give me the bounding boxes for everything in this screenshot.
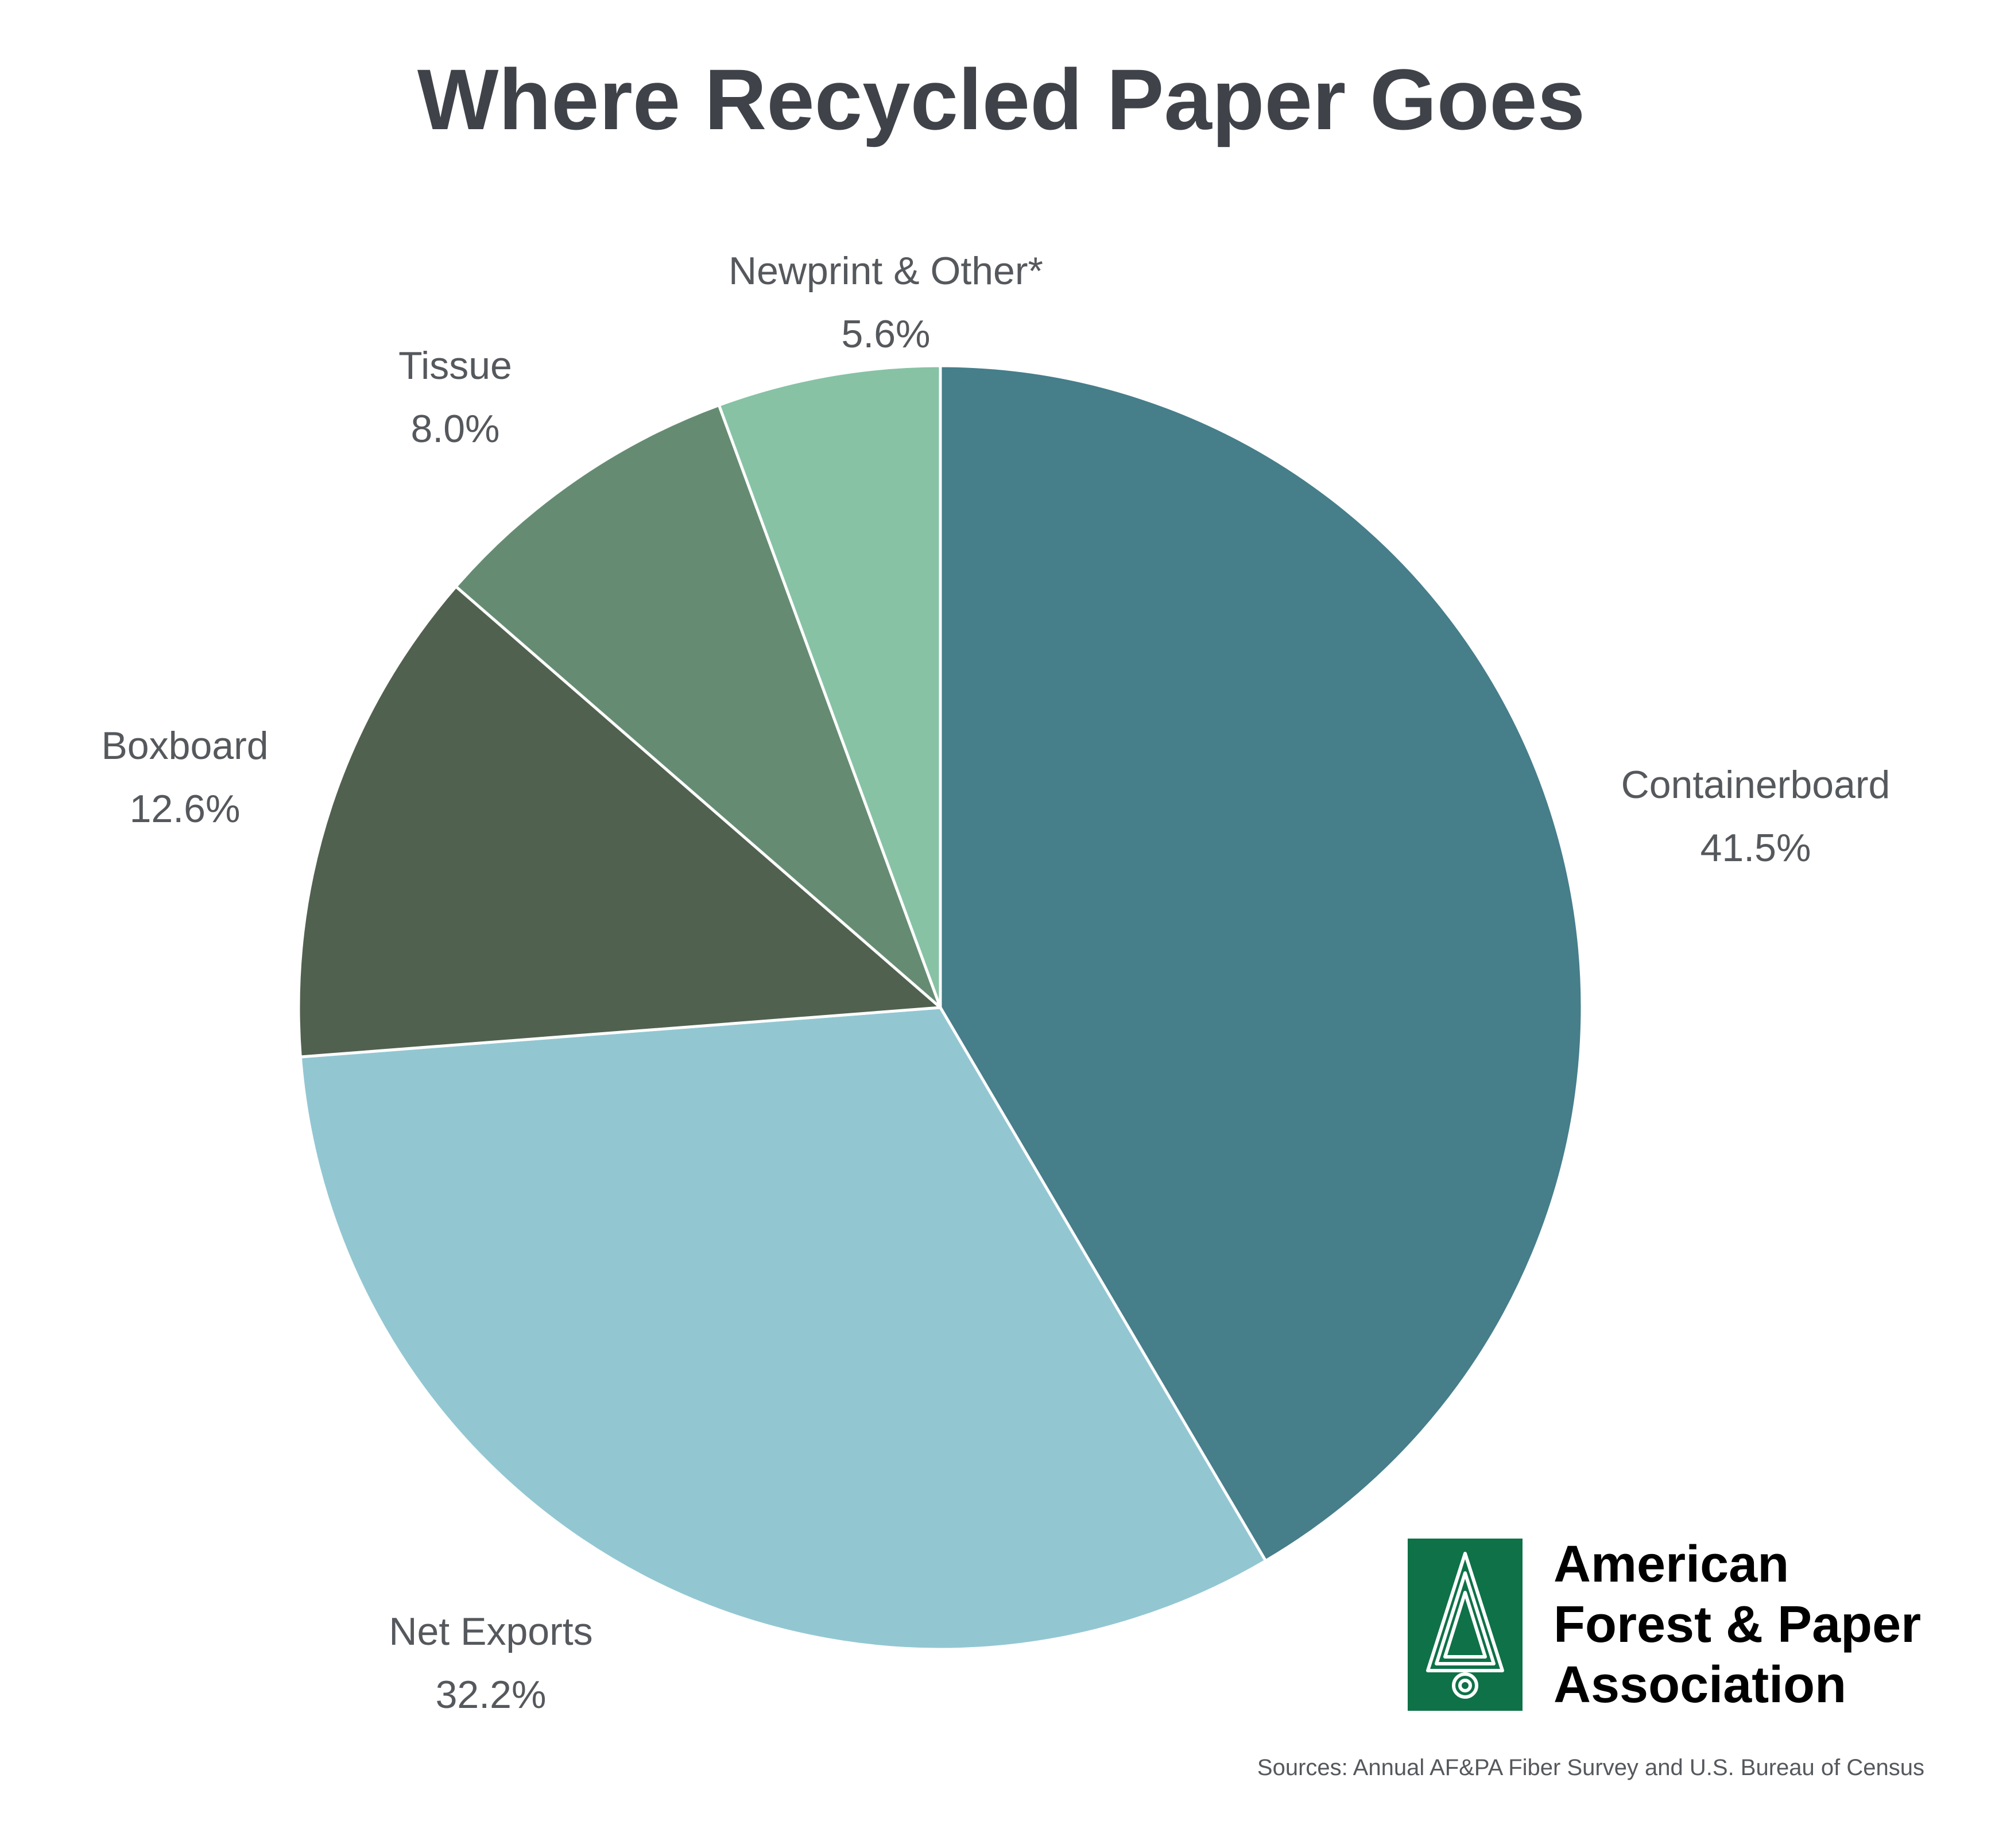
slice-value-boxboard: 12.6% xyxy=(130,787,241,831)
pie-slices xyxy=(297,364,1584,1651)
pie-slice-net-exports xyxy=(299,1006,1268,1651)
slice-label-boxboard: Boxboard xyxy=(101,724,268,768)
slice-label-net-exports: Net Exports xyxy=(389,1610,592,1653)
pie-slice-boxboard xyxy=(297,585,942,1059)
logo-line-3: Association xyxy=(1554,1656,1846,1714)
logo-line-2: Forest & Paper xyxy=(1554,1596,1921,1653)
slice-value-net-exports: 32.2% xyxy=(436,1673,547,1717)
slice-value-tissue: 8.0% xyxy=(411,407,500,451)
logo-mark xyxy=(1408,1539,1523,1711)
source-note: Sources: Annual AF&PA Fiber Survey and U… xyxy=(1257,1755,1924,1780)
slice-labels: Containerboard 41.5% Net Exports 32.2% Boxbo… xyxy=(101,249,1890,1717)
afpa-logo: American Forest & Paper Association xyxy=(1408,1536,1921,1714)
pie-slice-tissue xyxy=(454,404,942,1009)
pine-tree-icon xyxy=(1426,1552,1504,1699)
slice-label-newprint-other: Newprint & Other* xyxy=(729,249,1043,293)
slice-label-tissue: Tissue xyxy=(398,344,512,388)
logo-line-1: American xyxy=(1554,1536,1789,1593)
slice-label-containerboard: Containerboard xyxy=(1621,763,1891,807)
pie-slice-newprint-other xyxy=(717,364,942,1009)
slice-value-newprint-other: 5.6% xyxy=(842,312,931,356)
slice-value-containerboard: 41.5% xyxy=(1700,826,1811,870)
chart-title: Where Recycled Paper Goes xyxy=(417,51,1585,148)
pie-slice-containerboard xyxy=(939,364,1584,1563)
